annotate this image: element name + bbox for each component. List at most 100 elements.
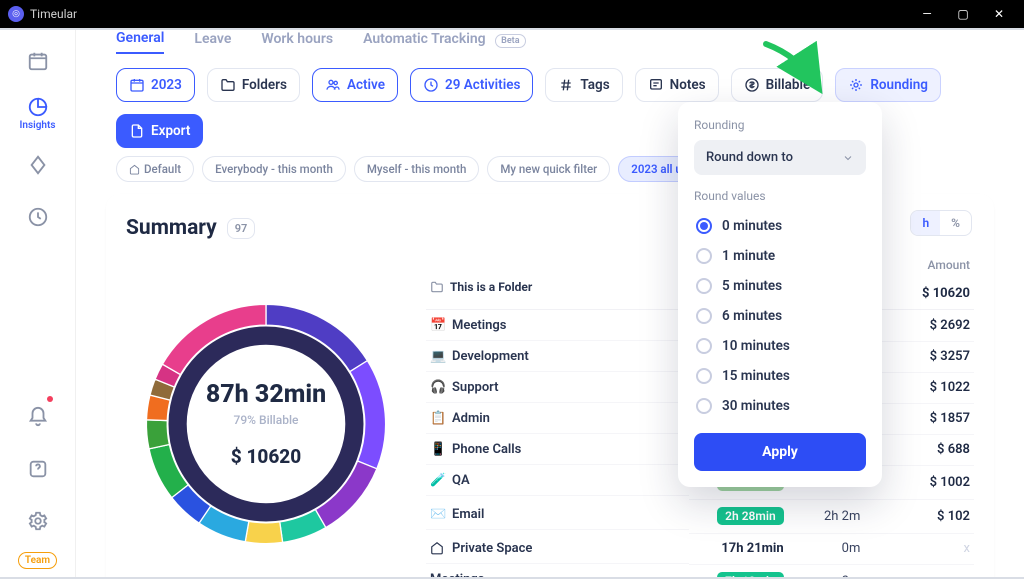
rounding-mode-select[interactable]: Round down to <box>694 140 866 175</box>
window-maximize-button[interactable]: ▢ <box>946 3 980 25</box>
bell-icon <box>27 406 49 428</box>
year-filter-button[interactable]: 2023 <box>116 68 195 102</box>
quick-filter-default[interactable]: Default <box>116 156 194 182</box>
unit-toggle: h % <box>910 210 972 236</box>
sidebar: Insights Team <box>0 30 76 577</box>
row-label: Meetings <box>452 318 506 333</box>
file-icon <box>129 123 145 139</box>
calendar-icon <box>27 50 49 72</box>
rounding-option[interactable]: 1 minute <box>694 241 866 271</box>
rounding-option[interactable]: 5 minutes <box>694 271 866 301</box>
sidebar-item-history[interactable] <box>17 196 59 238</box>
radio-icon <box>696 218 712 234</box>
radio-icon <box>696 398 712 414</box>
unit-percent[interactable]: % <box>940 211 971 235</box>
sidebar-item-notifications[interactable] <box>17 396 59 438</box>
option-label: 30 minutes <box>722 398 790 414</box>
export-button[interactable]: Export <box>116 114 203 148</box>
total-time: 87h 32min <box>206 380 326 409</box>
total-amount: $ 10620 <box>206 445 326 468</box>
billable-filter-button[interactable]: Billable <box>731 68 824 102</box>
tab-work-hours[interactable]: Work hours <box>261 31 333 53</box>
beta-badge: Beta <box>495 34 525 48</box>
help-icon <box>27 458 49 480</box>
rounding-option[interactable]: 30 minutes <box>694 391 866 421</box>
row-label: Admin <box>452 411 490 426</box>
home-icon <box>430 541 444 555</box>
option-label: 1 minute <box>722 248 775 264</box>
app-title: Timeular <box>30 7 910 21</box>
option-label: 5 minutes <box>722 278 782 294</box>
sidebar-item-label: Insights <box>20 120 56 131</box>
quick-filter-custom[interactable]: My new quick filter <box>487 156 610 182</box>
app-icon: ◎ <box>8 6 24 22</box>
option-label: 15 minutes <box>722 368 790 384</box>
tab-leave[interactable]: Leave <box>194 31 231 53</box>
tab-automatic-tracking[interactable]: Automatic Tracking Beta <box>363 31 525 53</box>
activity-icon: 🎧 <box>430 380 444 394</box>
activity-icon: 🧪 <box>430 473 444 487</box>
diamond-icon <box>27 154 49 176</box>
sidebar-item-insights[interactable]: Insights <box>17 92 59 134</box>
option-label: 6 minutes <box>722 308 782 324</box>
row-label: Support <box>452 380 499 395</box>
clock-icon <box>27 206 49 228</box>
rounding-popover: Rounding Round down to Round values 0 mi… <box>678 102 882 487</box>
home-icon <box>129 164 140 175</box>
donut-segment[interactable] <box>245 522 282 544</box>
hash-icon <box>558 77 574 93</box>
folders-filter-button[interactable]: Folders <box>207 68 300 102</box>
sidebar-item-settings[interactable] <box>17 500 59 542</box>
activity-icon: 📅 <box>430 318 444 332</box>
rounding-heading: Rounding <box>694 118 866 132</box>
row-label: Development <box>452 349 529 364</box>
donut-chart: 87h 32min 79% Billable $ 10620 <box>126 250 406 577</box>
sidebar-item-help[interactable] <box>17 448 59 490</box>
donut-segment[interactable] <box>146 420 169 449</box>
rounding-option[interactable]: 0 minutes <box>694 211 866 241</box>
row-label: Meetings <box>430 572 484 578</box>
duration-text: 17h 21min <box>721 541 783 556</box>
folder-icon <box>220 77 236 93</box>
row-label: Email <box>452 507 484 522</box>
duration-pill: 2h 28min <box>717 507 784 525</box>
table-row[interactable]: Meetings7h 10min0mx <box>426 564 974 577</box>
note-icon <box>648 77 664 93</box>
table-row[interactable]: Private Space17h 21min0mx <box>426 533 974 564</box>
quick-filter-myself[interactable]: Myself - this month <box>354 156 479 182</box>
tags-filter-button[interactable]: Tags <box>545 68 622 102</box>
activity-icon: 💻 <box>430 349 444 363</box>
gear-icon <box>848 77 864 93</box>
team-badge[interactable]: Team <box>18 552 57 569</box>
notification-dot <box>47 396 53 402</box>
active-filter-button[interactable]: Active <box>312 68 398 102</box>
summary-count: 97 <box>227 218 256 239</box>
activity-icon: 📋 <box>430 411 444 425</box>
sidebar-item-track[interactable] <box>17 144 59 186</box>
radio-icon <box>696 308 712 324</box>
calendar-icon <box>129 77 145 93</box>
option-label: 0 minutes <box>722 218 782 234</box>
notes-filter-button[interactable]: Notes <box>635 68 719 102</box>
rounding-option[interactable]: 10 minutes <box>694 331 866 361</box>
radio-icon <box>696 248 712 264</box>
option-label: 10 minutes <box>722 338 790 354</box>
row-label: QA <box>452 473 470 488</box>
quick-filter-everybody[interactable]: Everybody - this month <box>202 156 346 182</box>
window-minimize-button[interactable]: — <box>910 3 944 25</box>
clock-icon <box>423 77 439 93</box>
round-values-label: Round values <box>694 189 866 203</box>
window-close-button[interactable]: ✕ <box>982 3 1016 25</box>
table-row[interactable]: ✉️Email2h 28min2h 2m$ 102 <box>426 499 974 533</box>
duration-pill: 7h 10min <box>717 572 784 577</box>
sidebar-item-calendar[interactable] <box>17 40 59 82</box>
rounding-option[interactable]: 15 minutes <box>694 361 866 391</box>
unit-hours[interactable]: h <box>911 211 940 235</box>
tab-general[interactable]: General <box>116 30 164 54</box>
chart-pie-icon <box>27 96 49 118</box>
apply-button[interactable]: Apply <box>694 433 866 471</box>
rounding-button[interactable]: Rounding <box>835 68 941 102</box>
activities-filter-button[interactable]: 29 Activities <box>410 68 533 102</box>
rounding-option[interactable]: 6 minutes <box>694 301 866 331</box>
radio-icon <box>696 278 712 294</box>
